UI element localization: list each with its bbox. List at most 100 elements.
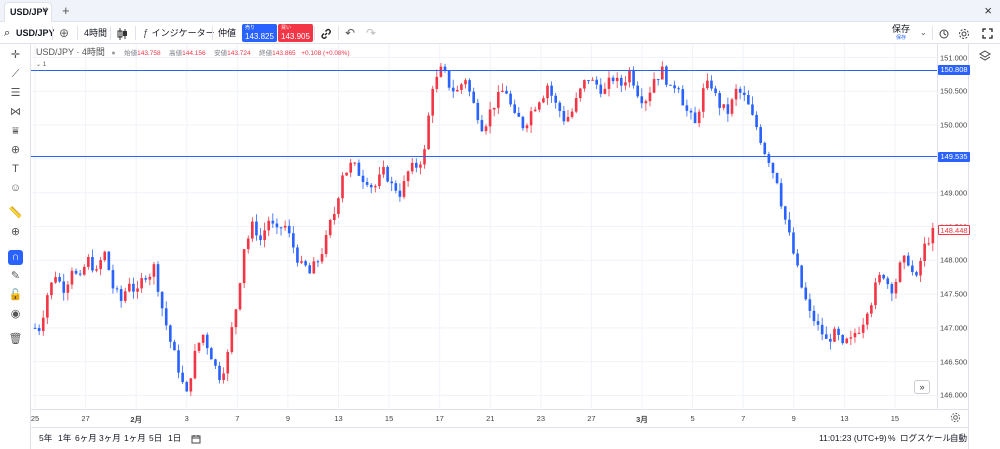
- horizontal-lines-icon[interactable]: ☰: [10, 87, 21, 99]
- candle-body: [451, 87, 455, 92]
- candle-body: [931, 228, 935, 244]
- last-price-badge: 148.448: [938, 225, 970, 235]
- candle-body: [554, 95, 558, 103]
- candle-body: [837, 328, 840, 335]
- candle-body: [570, 111, 574, 117]
- auto-scale-toggle[interactable]: 自動: [950, 433, 968, 443]
- candle-body: [710, 80, 713, 89]
- candle-body: [128, 283, 131, 292]
- candle-body: [886, 278, 890, 285]
- candle-body: [398, 190, 402, 197]
- undo-icon[interactable]: ↶: [345, 26, 356, 40]
- percent-toggle[interactable]: %: [888, 433, 896, 443]
- eye-icon[interactable]: ◉: [10, 308, 21, 320]
- candle-body: [386, 166, 389, 182]
- sell-button[interactable]: 売り 143.825: [242, 24, 277, 42]
- fullscreen-icon[interactable]: [982, 22, 993, 44]
- range-1y[interactable]: 1年: [58, 433, 72, 443]
- chart-pane[interactable]: [31, 44, 937, 409]
- candle-body: [619, 77, 623, 86]
- lock-icon[interactable]: 🔓: [8, 289, 23, 301]
- time-tick: 25: [30, 414, 40, 423]
- crosshair-icon[interactable]: ✛: [10, 49, 21, 61]
- chart-legend: USD/JPY · 4時間 ● 始値143.758 高値144.156 安値14…: [36, 46, 350, 59]
- ruler-icon[interactable]: 📏: [8, 207, 23, 219]
- time-tick: 2月: [130, 415, 142, 424]
- buy-button[interactable]: 買い 143.905: [278, 24, 313, 42]
- candle-body: [455, 89, 459, 92]
- pattern-tool-icon[interactable]: ⋈: [10, 106, 21, 118]
- chart-tab[interactable]: USD/JPY: [4, 2, 52, 22]
- candle-body: [779, 183, 783, 207]
- trend-line-icon[interactable]: ⟋: [11, 68, 20, 80]
- candle-body: [796, 253, 799, 266]
- candlestick-chart[interactable]: [31, 44, 937, 409]
- candle-body: [533, 109, 537, 112]
- candle-body: [611, 77, 615, 82]
- candle-body: [697, 111, 701, 124]
- symbol-button[interactable]: USD/JPY: [16, 28, 55, 38]
- link-icon[interactable]: [320, 22, 332, 44]
- candle-body: [783, 206, 787, 220]
- mid-price-button[interactable]: 仲値: [218, 28, 237, 38]
- candle-body: [767, 154, 771, 163]
- candle-body: [874, 282, 877, 306]
- interval-button[interactable]: 4時間: [84, 28, 108, 38]
- candle-body: [927, 243, 931, 245]
- save-button[interactable]: 保存 保存: [886, 22, 916, 41]
- clock-time[interactable]: 11:01:23 (UTC+9): [819, 433, 887, 443]
- candle-body: [246, 238, 250, 250]
- zoom-in-icon[interactable]: ⊕: [10, 226, 21, 238]
- candle-body: [328, 220, 332, 236]
- scroll-to-latest-button[interactable]: »: [914, 380, 930, 394]
- legend-symbol: USD/JPY · 4時間: [36, 47, 105, 57]
- candle-body: [349, 162, 353, 173]
- candle-body: [115, 288, 119, 290]
- candle-body: [804, 287, 808, 300]
- redo-icon[interactable]: ↷: [366, 26, 377, 40]
- candle-body: [263, 230, 266, 241]
- legend-low-label: 安値: [214, 50, 228, 57]
- fib-tool-icon[interactable]: ⩸: [12, 125, 19, 137]
- candle-body: [152, 264, 156, 277]
- date-range-calendar-icon[interactable]: [191, 428, 201, 449]
- save-menu-chevron-icon[interactable]: ⌄: [920, 28, 927, 37]
- candle-body: [156, 264, 160, 292]
- trash-icon[interactable]: 🗑: [8, 333, 23, 345]
- buy-label: 買い: [281, 25, 292, 31]
- text-tool-icon[interactable]: T: [12, 163, 19, 175]
- draw-lock-pencil-icon[interactable]: ✎: [10, 270, 21, 282]
- emoji-icon[interactable]: ☺: [9, 182, 22, 194]
- candle-body: [312, 261, 316, 274]
- log-scale-toggle[interactable]: ログスケール: [900, 433, 952, 443]
- settings-gear-icon[interactable]: [958, 22, 970, 44]
- series-toggle[interactable]: ⌄ 1: [36, 61, 46, 69]
- candle-body: [525, 125, 529, 129]
- time-axis[interactable]: [31, 409, 968, 427]
- candle-body: [304, 261, 307, 266]
- candle-body: [394, 183, 398, 191]
- indicators-icon: ƒ: [143, 28, 149, 39]
- time-axis-settings-gear-icon[interactable]: [950, 412, 961, 426]
- magnet-icon[interactable]: ∩: [8, 250, 23, 265]
- add-symbol-icon[interactable]: ⊕: [59, 26, 70, 40]
- brush-icon[interactable]: ⊕: [10, 144, 21, 156]
- candle-body: [242, 249, 246, 284]
- indicators-button[interactable]: ƒ インジケーター: [143, 22, 215, 44]
- tab-close-icon[interactable]: ×: [42, 5, 48, 16]
- window-close-icon[interactable]: ×: [984, 3, 992, 18]
- range-6m[interactable]: 6ヶ月: [75, 433, 97, 443]
- range-1m[interactable]: 1ヶ月: [124, 433, 146, 443]
- candle-body: [54, 277, 57, 283]
- search-icon[interactable]: ⌕: [4, 27, 11, 39]
- range-5d[interactable]: 5日: [149, 433, 163, 443]
- candle-body: [292, 233, 295, 248]
- range-3m[interactable]: 3ヶ月: [99, 433, 121, 443]
- candles-icon[interactable]: [117, 22, 128, 44]
- alert-icon[interactable]: [938, 22, 950, 44]
- lower-line-price-badge: 149.535: [938, 151, 970, 162]
- add-tab-icon[interactable]: +: [62, 3, 70, 18]
- range-1d[interactable]: 1日: [168, 433, 182, 443]
- layers-icon[interactable]: [979, 50, 991, 65]
- range-5y[interactable]: 5年: [39, 433, 53, 443]
